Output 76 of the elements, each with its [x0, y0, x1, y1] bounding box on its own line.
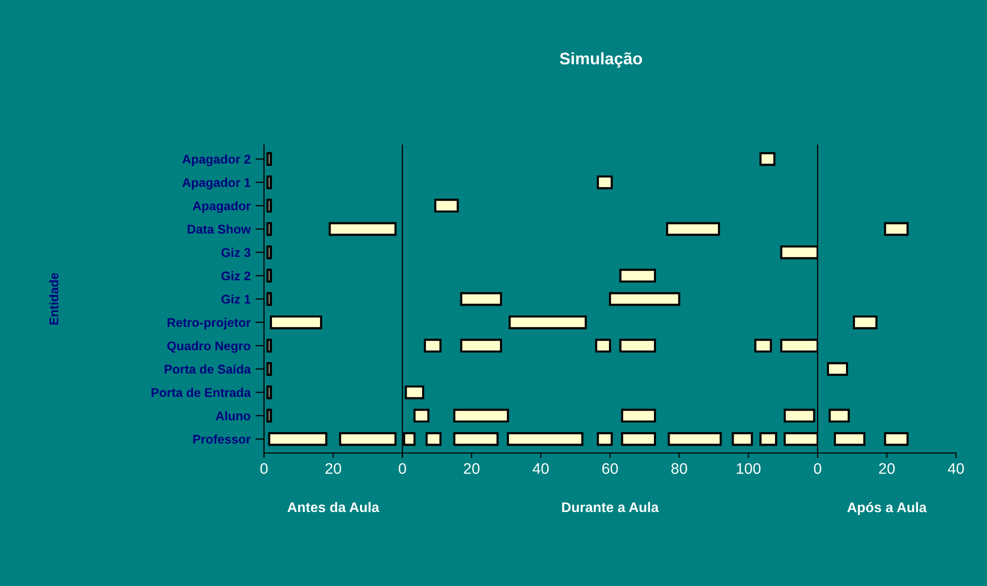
y-tick-label: Professor: [193, 434, 251, 444]
bar: [852, 315, 878, 330]
y-tick-label: Giz 2: [221, 271, 250, 280]
bar: [266, 338, 272, 353]
y-axis-title: Entidade: [49, 273, 58, 325]
bar: [826, 362, 848, 376]
bar: [621, 432, 656, 446]
bar: [834, 432, 866, 446]
y-tick-label: Aluno: [216, 411, 250, 420]
x-axis-title: Durante a Aula: [562, 502, 659, 512]
bar: [460, 338, 502, 353]
bar: [619, 268, 656, 283]
bar: [266, 175, 272, 190]
bar: [266, 245, 272, 260]
bar: [759, 152, 776, 166]
y-tick-label: Apagador: [192, 201, 251, 213]
bar: [759, 432, 778, 446]
bar: [508, 315, 587, 330]
x-tick-label: 0: [398, 463, 406, 474]
bar: [619, 338, 656, 353]
bar: [266, 222, 272, 236]
x-tick-label: 20: [879, 463, 895, 474]
bar: [828, 408, 850, 423]
y-tick-label: Quadro Negro: [167, 341, 250, 353]
bar: [266, 408, 272, 423]
bar: [270, 315, 322, 330]
bar: [339, 432, 397, 446]
bar: [413, 408, 430, 423]
x-axis-title: Antes da Aula: [288, 502, 380, 512]
bar: [732, 432, 753, 446]
bar: [266, 362, 272, 376]
x-tick-label: 20: [464, 463, 480, 474]
y-tick-label: Giz 3: [221, 248, 250, 258]
bar: [668, 432, 722, 446]
x-tick-label: 100: [736, 463, 761, 474]
y-tick-label: Apagador 2: [182, 154, 250, 166]
y-tick-label: Giz 1: [221, 294, 250, 304]
chart-title: Simulação: [560, 52, 642, 68]
bar: [666, 222, 720, 236]
bar: [268, 432, 328, 446]
y-tick-label: Data Show: [188, 224, 251, 234]
bar: [453, 432, 499, 446]
y-tick-label: Apagador 1: [182, 178, 250, 190]
bar: [434, 198, 459, 213]
x-tick-label: 0: [814, 463, 822, 474]
y-tick-label: Porta de Entrada: [152, 388, 251, 397]
bar: [884, 222, 909, 236]
bar: [266, 198, 272, 213]
bar: [621, 408, 656, 423]
bar: [266, 385, 272, 400]
bar: [884, 432, 909, 446]
bar: [506, 432, 584, 446]
bar: [266, 152, 272, 166]
x-tick-label: 20: [325, 463, 342, 474]
x-axis-title: Após a Aula: [847, 502, 927, 516]
x-tick-label: 40: [948, 463, 964, 474]
bar: [266, 268, 272, 283]
bar: [404, 385, 424, 400]
bar: [426, 432, 442, 446]
bar: [266, 292, 272, 306]
bar: [453, 408, 509, 423]
bar: [424, 338, 442, 353]
bar: [595, 338, 612, 353]
bar: [754, 338, 772, 353]
bar: [784, 408, 816, 423]
x-tick-label: 0: [260, 463, 268, 474]
bar: [596, 175, 613, 190]
bar: [596, 432, 613, 446]
x-tick-label: 60: [602, 463, 618, 474]
y-tick-label: Porta de Saída: [164, 364, 251, 374]
x-tick-label: 40: [532, 463, 549, 474]
y-tick-label: Retro-projetor: [168, 318, 251, 330]
bar: [460, 292, 502, 306]
bar: [328, 222, 397, 236]
x-tick-label: 80: [671, 463, 688, 474]
bar: [608, 292, 680, 306]
